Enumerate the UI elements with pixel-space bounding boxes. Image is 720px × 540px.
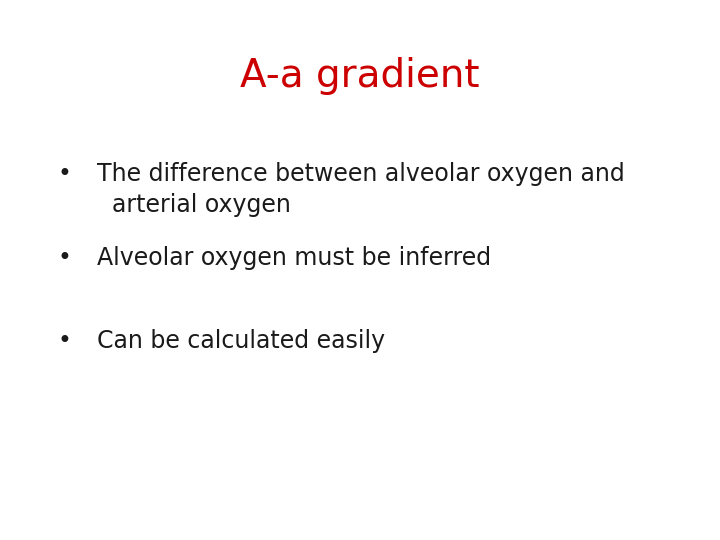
Text: •: • (58, 162, 72, 186)
Text: Alveolar oxygen must be inferred: Alveolar oxygen must be inferred (97, 246, 491, 269)
Text: •: • (58, 246, 72, 269)
Text: A-a gradient: A-a gradient (240, 57, 480, 94)
Text: The difference between alveolar oxygen and
  arterial oxygen: The difference between alveolar oxygen a… (97, 162, 625, 217)
Text: Can be calculated easily: Can be calculated easily (97, 329, 385, 353)
Text: •: • (58, 329, 72, 353)
